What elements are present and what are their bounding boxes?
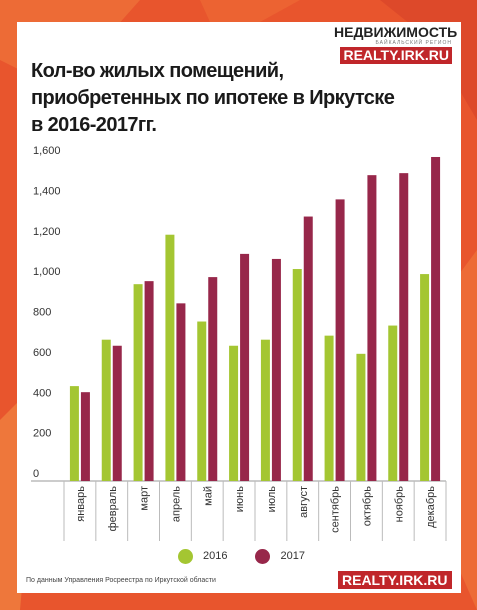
x-tick-label: март xyxy=(139,486,151,511)
x-tick-label: февраль xyxy=(107,486,119,532)
bar-2017-май[interactable] xyxy=(208,277,218,481)
bar-2017-июль[interactable] xyxy=(271,258,281,481)
y-tick-label: 800 xyxy=(33,307,51,319)
bar-2016-август[interactable] xyxy=(292,269,302,481)
legend-swatch-2016 xyxy=(178,548,193,564)
bar-2017-март[interactable] xyxy=(144,281,154,481)
y-tick-label: 600 xyxy=(33,347,51,359)
y-tick-label: 400 xyxy=(33,387,51,399)
bar-2016-март[interactable] xyxy=(133,284,143,481)
y-tick-label: 1,600 xyxy=(33,145,61,157)
bar-2016-январь[interactable] xyxy=(69,386,79,481)
y-tick-label: 200 xyxy=(33,428,51,440)
x-tick-label: август xyxy=(298,486,310,518)
y-tick-label: 1,000 xyxy=(33,266,61,278)
bar-2017-сентябрь[interactable] xyxy=(335,199,345,481)
x-tick-label: январь xyxy=(75,486,87,522)
bar-2016-февраль[interactable] xyxy=(101,339,111,481)
legend-swatch-2017 xyxy=(255,548,271,564)
x-tick-label: июнь xyxy=(234,486,246,512)
x-tick-label: сентябрь xyxy=(330,486,342,533)
bar-2017-август[interactable] xyxy=(303,216,313,481)
bar-2016-июнь[interactable] xyxy=(229,345,239,481)
chart-title-line-3: в 2016-2017гг. xyxy=(31,114,157,136)
bar-2016-апрель[interactable] xyxy=(165,234,175,481)
chart-legend: 2016 2017 xyxy=(178,547,333,565)
legend-label-2017: 2017 xyxy=(280,550,305,562)
x-tick-label: май xyxy=(202,486,214,506)
brand-logo[interactable]: НЕДВИЖИМОСТЬ БАЙКАЛЬСКИЙ РЕГИОН REALTY.I… xyxy=(334,24,458,65)
bar-2016-июль[interactable] xyxy=(260,339,270,481)
x-tick-label: декабрь xyxy=(425,486,437,528)
x-tick-label: апрель xyxy=(170,486,182,522)
bar-2017-ноябрь[interactable] xyxy=(399,173,409,481)
chart-title: Кол-во жилых помещений, приобретенных по… xyxy=(31,58,395,139)
bar-2016-май[interactable] xyxy=(197,321,207,481)
bar-2017-декабрь[interactable] xyxy=(431,156,441,481)
bar-2017-октябрь[interactable] xyxy=(367,175,377,482)
x-tick-label: июль xyxy=(266,486,278,513)
x-tick-label: октябрь xyxy=(361,486,373,526)
bar-2017-февраль[interactable] xyxy=(112,345,122,481)
brand-url[interactable]: REALTY.IRK.RU xyxy=(340,47,452,64)
bar-2016-сентябрь[interactable] xyxy=(324,335,334,481)
footer-url[interactable]: REALTY.IRK.RU xyxy=(338,571,452,589)
bar-2016-декабрь[interactable] xyxy=(420,274,430,481)
bar-2016-октябрь[interactable] xyxy=(356,353,366,481)
bar-2017-июнь[interactable] xyxy=(240,253,250,481)
chart-title-line-2: приобретенных по ипотеке в Иркутске xyxy=(31,87,395,109)
source-note: По данным Управления Росреестра по Иркут… xyxy=(26,577,216,584)
chart-card xyxy=(17,22,461,593)
y-tick-label: 0 xyxy=(33,468,39,480)
bar-2017-январь[interactable] xyxy=(80,392,90,481)
legend-label-2016: 2016 xyxy=(203,550,228,562)
y-tick-label: 1,400 xyxy=(33,185,61,197)
y-tick-label: 1,200 xyxy=(33,226,61,238)
chart-title-line-1: Кол-во жилых помещений, xyxy=(31,60,284,82)
legend-item-2017[interactable]: 2017 xyxy=(255,548,305,564)
brand-tagline: БАЙКАЛЬСКИЙ РЕГИОН xyxy=(375,40,452,46)
brand-name: НЕДВИЖИМОСТЬ xyxy=(334,24,458,40)
bar-2016-ноябрь[interactable] xyxy=(388,325,398,481)
x-tick-label: ноябрь xyxy=(393,486,405,523)
legend-item-2016[interactable]: 2016 xyxy=(178,548,228,564)
bar-2017-апрель[interactable] xyxy=(176,303,186,481)
